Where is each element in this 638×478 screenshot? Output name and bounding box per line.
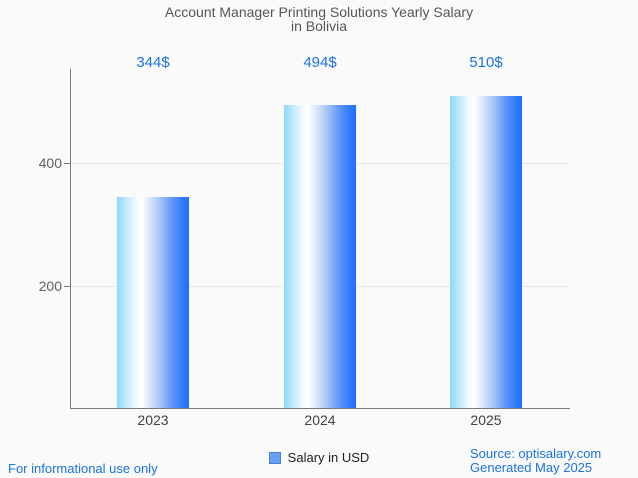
bar-value-label-2023: 344$ <box>136 54 170 71</box>
y-tick-label-400: 400 <box>38 155 62 171</box>
bar-2025[interactable] <box>450 96 522 408</box>
bar-2023[interactable] <box>117 197 189 408</box>
bar-value-label-2024: 494$ <box>303 54 337 71</box>
disclaimer-text: For informational use only <box>8 461 158 476</box>
legend-label: Salary in USD <box>287 450 370 465</box>
bar-2024[interactable] <box>284 105 356 408</box>
y-axis-line <box>70 69 71 409</box>
y-tick-400 <box>64 163 70 164</box>
x-axis-label-2023: 2023 <box>137 412 169 428</box>
x-axis-label-2025: 2025 <box>470 412 502 428</box>
chart-title: Account Manager Printing Solutions Yearl… <box>0 5 638 33</box>
y-tick-label-200: 200 <box>38 278 62 294</box>
chart-title-line1: Account Manager Printing Solutions Yearl… <box>164 4 474 20</box>
legend-marker-square-icon <box>268 452 281 464</box>
y-tick-200 <box>64 286 70 287</box>
x-axis-label-2024: 2024 <box>304 412 336 428</box>
bar-value-label-2025: 510$ <box>469 54 503 71</box>
generated-date: Generated May 2025 <box>470 460 593 475</box>
x-axis-line <box>70 408 570 409</box>
source-block: Source: optisalary.com Generated May 202… <box>470 447 601 475</box>
bar-group-2024: 494$ 2024 <box>265 55 375 430</box>
bar-group-2025: 510$ 2025 <box>431 55 541 430</box>
source-link[interactable]: Source: optisalary.com <box>470 446 602 461</box>
chart-title-line2: in Bolivia <box>290 18 348 34</box>
bar-group-2023: 344$ 2023 <box>98 55 208 430</box>
legend: Salary in USD <box>0 451 638 465</box>
